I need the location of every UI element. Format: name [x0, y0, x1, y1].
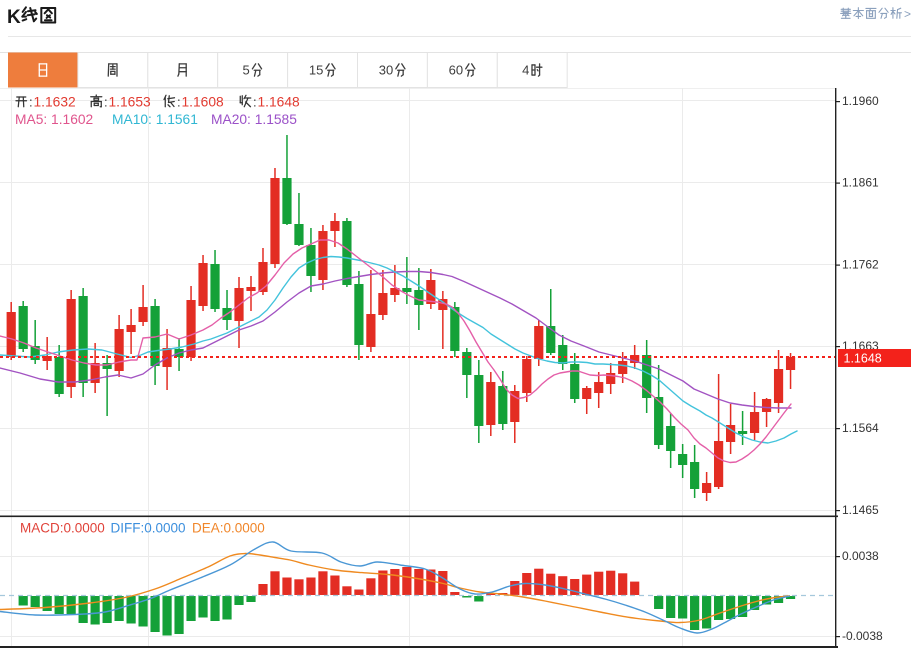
svg-text:MA20: 1.1585: MA20: 1.1585 [211, 112, 297, 127]
svg-text:DIFF:0.0000: DIFF:0.0000 [111, 521, 186, 536]
svg-text::: : [253, 95, 257, 110]
svg-text:MACD:0.0000: MACD:0.0000 [20, 521, 105, 536]
svg-text:1.1648: 1.1648 [844, 352, 882, 366]
svg-text:-0.0038: -0.0038 [842, 629, 883, 643]
svg-text:MA5: 1.1602: MA5: 1.1602 [15, 112, 93, 127]
svg-text:1.1960: 1.1960 [842, 94, 879, 108]
svg-text:1.1465: 1.1465 [842, 503, 879, 517]
svg-text:1.1564: 1.1564 [842, 421, 879, 435]
svg-text:1.1632: 1.1632 [34, 95, 76, 110]
svg-text:5: 5 [243, 63, 250, 78]
svg-text:MA10: 1.1561: MA10: 1.1561 [112, 112, 198, 127]
svg-text::: : [104, 95, 108, 110]
svg-text:K: K [7, 7, 21, 28]
svg-text:1.1762: 1.1762 [842, 258, 879, 272]
svg-text:4: 4 [522, 63, 529, 78]
svg-text:1.1608: 1.1608 [182, 95, 225, 110]
svg-text:15: 15 [309, 63, 323, 78]
svg-text::: : [177, 95, 181, 110]
svg-text:1.1648: 1.1648 [258, 95, 301, 110]
svg-text:>: > [904, 7, 911, 21]
svg-text:1.1653: 1.1653 [109, 95, 152, 110]
svg-text:0.0038: 0.0038 [842, 549, 879, 563]
svg-text::: : [29, 95, 33, 110]
svg-text:1.1861: 1.1861 [842, 176, 879, 190]
svg-text:30: 30 [379, 63, 393, 78]
svg-text:DEA:0.0000: DEA:0.0000 [192, 521, 265, 536]
svg-text:60: 60 [449, 63, 463, 78]
